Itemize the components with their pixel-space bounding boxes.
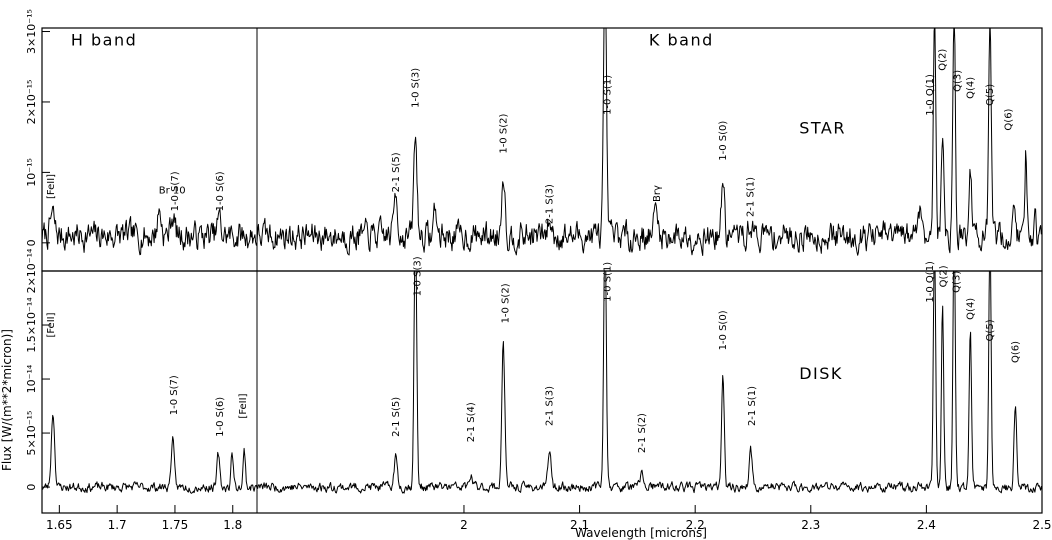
panel-label: K band bbox=[649, 31, 714, 50]
line-label: 2-1 S(4) bbox=[466, 402, 477, 442]
line-label: 1-0 Q(1) bbox=[925, 74, 936, 116]
y-tick-label: 5×10⁻¹⁵ bbox=[25, 411, 38, 456]
line-label: 2-1 S(5) bbox=[391, 152, 402, 192]
line-label: 1-0 S(0) bbox=[718, 121, 729, 161]
line-label: 2-1 S(2) bbox=[637, 413, 648, 453]
spectrum-line-star bbox=[42, 28, 1042, 256]
line-label: Q(4) bbox=[965, 298, 976, 320]
line-label: [FeII] bbox=[238, 393, 249, 418]
y-tick-label: 2×10⁻¹⁵ bbox=[25, 80, 38, 125]
line-label: [FeII] bbox=[46, 312, 57, 337]
y-tick-label: 0 bbox=[25, 484, 38, 491]
line-label: Q(2) bbox=[938, 49, 949, 71]
line-label: Q(2) bbox=[939, 265, 950, 287]
y-tick-label: 3×10⁻¹⁵ bbox=[25, 9, 38, 54]
y-tick-label: 2×10⁻¹⁴ bbox=[25, 248, 38, 293]
panel-frame bbox=[41, 270, 1043, 514]
y-axis-label: Flux [W/(m**2*micron)] bbox=[0, 329, 14, 471]
line-label: 1-0 Q(1) bbox=[925, 261, 936, 303]
line-label: 1-0 S(1) bbox=[602, 262, 613, 302]
x-tick-label: 2.4 bbox=[917, 518, 936, 532]
line-label: Br 10 bbox=[159, 186, 186, 197]
line-label: Q(6) bbox=[1010, 341, 1021, 363]
x-tick-label: 1.7 bbox=[108, 518, 127, 532]
line-label: [FeII] bbox=[46, 174, 57, 199]
y-tick-label: 10⁻¹⁴ bbox=[25, 364, 38, 393]
line-label: 1-0 S(7) bbox=[170, 171, 181, 211]
x-tick-label: 2 bbox=[460, 518, 468, 532]
line-label: 1-0 S(7) bbox=[169, 375, 180, 415]
y-tick-label: 0 bbox=[25, 239, 38, 246]
line-label: Q(6) bbox=[1003, 108, 1014, 130]
line-label: 1-0 S(6) bbox=[215, 171, 226, 211]
panel-label: H band bbox=[71, 31, 137, 50]
panel-label: STAR bbox=[799, 119, 846, 138]
line-label: 1-0 S(3) bbox=[410, 68, 421, 108]
line-label: Q(5) bbox=[985, 319, 996, 341]
line-label: 2-1 S(1) bbox=[746, 177, 757, 217]
x-axis-label: Wavelength [microns] bbox=[575, 526, 707, 540]
x-tick-label: 1.65 bbox=[46, 518, 73, 532]
line-label: 1-0 S(2) bbox=[498, 114, 509, 154]
x-tick-label: 2.5 bbox=[1032, 518, 1051, 532]
panel-label: DISK bbox=[799, 364, 843, 383]
disk-panel: 0 5×10⁻¹⁵ 10⁻¹⁴ 1.5×10⁻¹⁴ 2×10⁻¹⁴ 1.65 1.7 1.75… bbox=[25, 248, 1052, 532]
line-label: Q(4) bbox=[965, 77, 976, 99]
line-label: Q(3) bbox=[951, 271, 962, 293]
x-tick-label: 1.75 bbox=[162, 518, 189, 532]
x-tick-label: 2.3 bbox=[801, 518, 820, 532]
line-label: 1-0 S(0) bbox=[718, 310, 729, 350]
star-panel: 0 10⁻¹⁵ 2×10⁻¹⁵ 3×10⁻¹⁵ H band K band STAR [FeI… bbox=[25, 9, 1043, 272]
line-label: 2-1 S(3) bbox=[545, 184, 556, 224]
y-tick-label: 10⁻¹⁵ bbox=[25, 158, 38, 187]
line-label: 2-1 S(1) bbox=[747, 386, 758, 426]
line-label: Q(5) bbox=[985, 84, 996, 106]
x-tick-label: 2.2 bbox=[686, 518, 705, 532]
line-label: 1-0 S(6) bbox=[215, 397, 226, 437]
y-tick-label: 1.5×10⁻¹⁴ bbox=[25, 297, 38, 353]
line-label: Brγ bbox=[652, 185, 663, 202]
line-label: 1-0 S(3) bbox=[413, 256, 424, 296]
line-label: Q(3) bbox=[953, 70, 964, 92]
line-label: 2-1 S(3) bbox=[545, 386, 556, 426]
line-label: 1-0 S(2) bbox=[501, 283, 512, 323]
spectrum-line-disk bbox=[42, 271, 1042, 494]
x-tick-label: 1.8 bbox=[223, 518, 242, 532]
line-label: 1-0 S(1) bbox=[602, 75, 613, 115]
line-label: 2-1 S(5) bbox=[391, 397, 402, 437]
x-tick-label: 2.1 bbox=[570, 518, 589, 532]
